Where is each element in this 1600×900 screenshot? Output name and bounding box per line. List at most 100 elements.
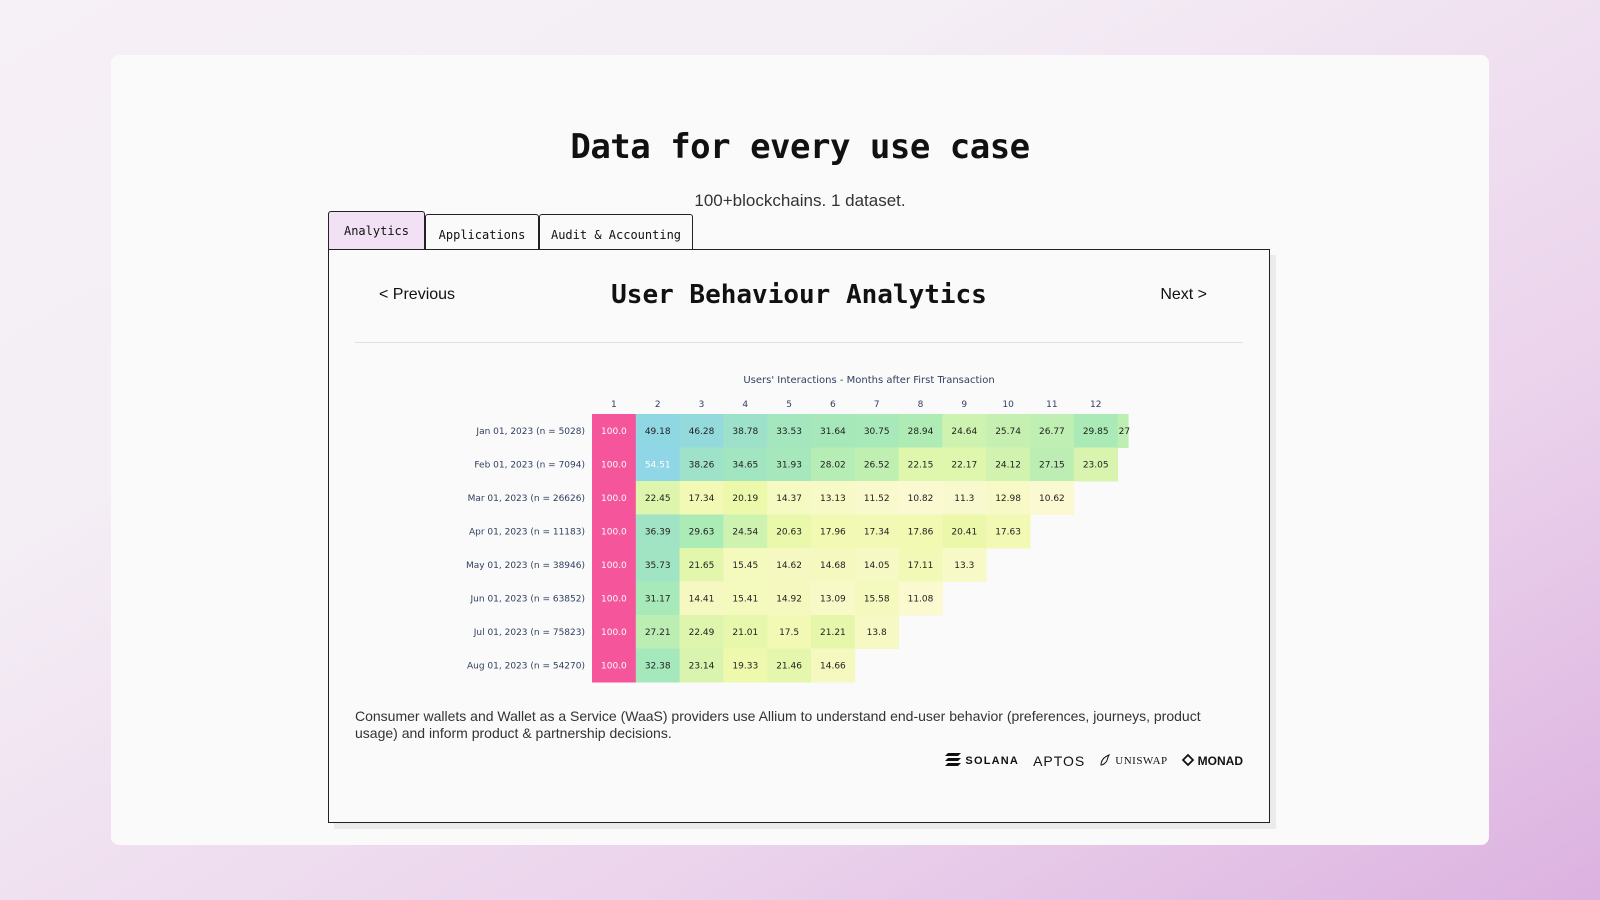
cell-value: 22.15	[908, 460, 934, 470]
tab-audit-accounting[interactable]: Audit & Accounting	[539, 214, 693, 249]
cell-value: 10.82	[908, 494, 934, 504]
heatmap-cell	[723, 414, 768, 448]
cell-value: 11.3	[954, 494, 974, 504]
cell-value: 14.62	[776, 561, 802, 571]
cell-value: 54.51	[645, 460, 671, 470]
cell-value: 36.39	[645, 527, 671, 537]
heatmap-cell	[811, 447, 856, 482]
column-label: 8	[918, 400, 924, 410]
heatmap-cell	[767, 481, 812, 515]
cell-value: 100.0	[601, 594, 627, 604]
cell-value: 17.86	[908, 527, 934, 537]
heatmap-cell	[986, 481, 1031, 515]
cell-value: 100.0	[601, 628, 627, 638]
cell-value: 23.05	[1083, 460, 1109, 470]
heatmap-cell	[635, 514, 681, 549]
heatmap-cell	[679, 414, 724, 448]
tab-panel: < Previous User Behaviour Analytics Next…	[328, 249, 1270, 823]
cell-value: 22.17	[951, 460, 977, 470]
heatmap-cell	[811, 481, 856, 515]
divider	[355, 342, 1243, 343]
heatmap-cell	[592, 615, 637, 649]
heatmap-cell	[723, 615, 768, 649]
heatmap-cell	[679, 514, 724, 549]
cell-value: 14.41	[689, 594, 715, 604]
heatmap-cell	[635, 648, 681, 683]
cell-value: 100.0	[601, 460, 627, 470]
cell-value: 12.98	[995, 494, 1021, 504]
cell-value: 100.0	[601, 494, 627, 504]
panel-description: Consumer wallets and Wallet as a Service…	[355, 708, 1201, 741]
row-label: May 01, 2023 (n = 38946)	[466, 561, 585, 571]
cell-value: 28.94	[908, 427, 934, 437]
heatmap-cell	[854, 581, 900, 616]
column-label: 5	[786, 400, 792, 410]
aptos-icon: APTOS	[1033, 753, 1086, 769]
solana-icon	[945, 753, 962, 769]
heatmap-cell	[1117, 414, 1129, 448]
cell-value: 14.92	[776, 594, 802, 604]
heatmap-cell	[942, 481, 987, 515]
cell-value: 21.21	[820, 628, 846, 638]
heatmap-cell	[942, 514, 987, 549]
tab-analytics[interactable]: Analytics	[328, 211, 425, 249]
heatmap-cell	[679, 615, 724, 649]
heatmap-cell	[592, 581, 637, 616]
cell-value: 29.85	[1083, 427, 1109, 437]
cell-value: 100.0	[601, 427, 627, 437]
cell-value: 27	[1119, 427, 1130, 437]
cell-value: 26.52	[864, 460, 890, 470]
cell-value: 33.53	[776, 427, 802, 437]
partner-logos: SOLANA APTOS UNISWAP MONAD	[945, 753, 1243, 769]
cell-value: 17.96	[820, 527, 846, 537]
heatmap-cell	[592, 514, 637, 549]
cell-value: 13.09	[820, 594, 846, 604]
heatmap-cell	[592, 447, 637, 482]
row-label: Mar 01, 2023 (n = 26626)	[468, 494, 585, 504]
heatmap-cell	[767, 648, 812, 683]
heatmap-cell	[767, 548, 812, 582]
cell-value: 100.0	[601, 527, 627, 537]
cell-value: 32.38	[645, 661, 671, 671]
cell-value: 38.78	[732, 427, 758, 437]
heatmap-cell	[1073, 447, 1119, 482]
panel-title: User Behaviour Analytics	[611, 280, 987, 310]
cell-value: 10.62	[1039, 494, 1065, 504]
heatmap-cell	[679, 581, 724, 616]
heatmap-cell	[898, 414, 943, 448]
heatmap-cell	[986, 514, 1031, 549]
tab-label: Audit & Accounting	[550, 228, 682, 242]
heatmap-cell	[1030, 447, 1075, 482]
tab-applications[interactable]: Applications	[425, 214, 539, 249]
heatmap-cell	[592, 481, 637, 515]
monad-icon	[1181, 753, 1194, 769]
cell-value: 27.21	[645, 628, 671, 638]
cell-value: 17.63	[995, 527, 1021, 537]
logo-text: SOLANA	[965, 755, 1020, 767]
row-label: Jan 01, 2023 (n = 5028)	[475, 427, 585, 437]
logo-text: UNISWAP	[1115, 755, 1168, 767]
cell-value: 31.64	[820, 427, 846, 437]
heatmap-cell	[898, 514, 943, 549]
logo-text: MONAD	[1197, 754, 1243, 768]
heatmap-cell	[986, 447, 1031, 482]
next-button[interactable]: Next >	[1160, 286, 1207, 303]
heatmap-cell	[635, 447, 681, 482]
cell-value: 27.15	[1039, 460, 1065, 470]
row-label: Jun 01, 2023 (n = 63852)	[470, 594, 585, 604]
heatmap-cell	[767, 615, 812, 649]
heatmap-cell	[767, 447, 812, 482]
cell-value: 35.73	[645, 561, 671, 571]
heatmap-cell	[898, 581, 943, 616]
heatmap-cell	[811, 581, 856, 616]
heatmap-cell	[854, 447, 900, 482]
heatmap-cell	[1030, 414, 1075, 448]
heatmap-cell	[898, 481, 943, 515]
heatmap-cell	[679, 481, 724, 515]
cell-value: 24.12	[995, 460, 1021, 470]
previous-button[interactable]: < Previous	[379, 286, 456, 303]
logo-uniswap: UNISWAP	[1099, 753, 1168, 769]
heatmap-cell	[811, 514, 856, 549]
cell-value: 49.18	[645, 427, 671, 437]
